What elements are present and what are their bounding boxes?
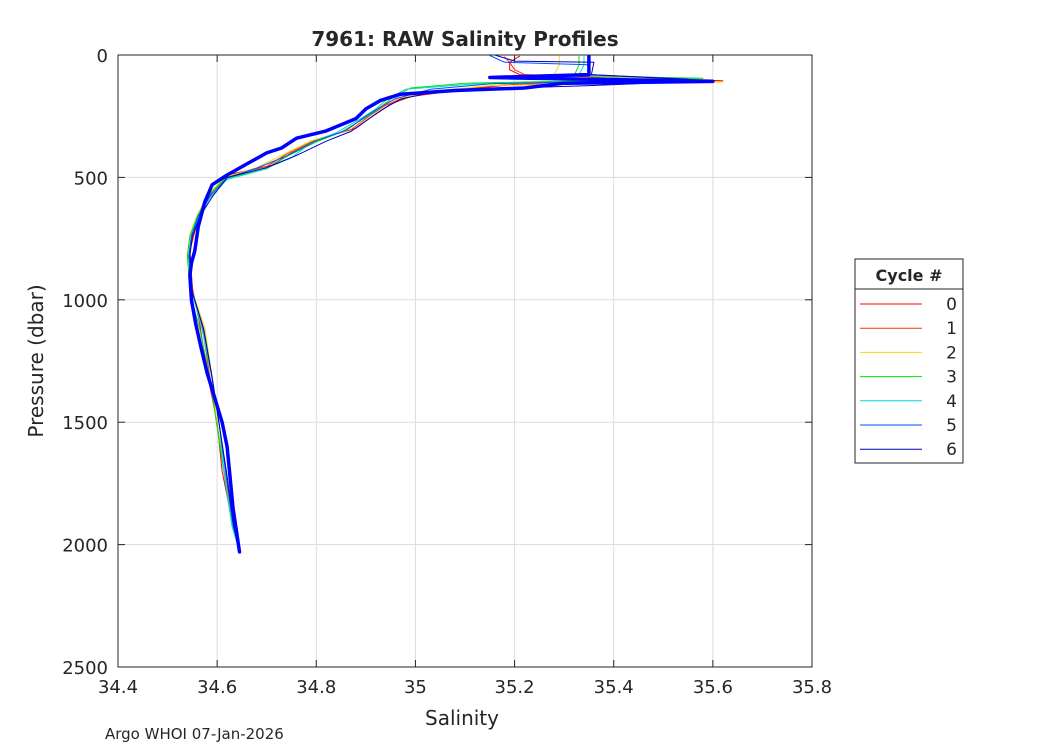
y-tick-label: 500	[74, 168, 108, 189]
y-tick-label: 1000	[62, 291, 108, 312]
legend-entries: 0 1 2 3 4 5 6	[860, 295, 957, 460]
x-tick-label: 35.4	[594, 677, 634, 698]
y-axis-label: Pressure (dbar)	[24, 284, 48, 437]
y-tick-label: 1500	[62, 413, 108, 434]
x-tick-label: 35.2	[495, 677, 535, 698]
x-tick-label: 35.8	[792, 677, 832, 698]
y-tick-label: 0	[97, 46, 108, 67]
x-tick-label: 34.8	[296, 677, 336, 698]
footer-credit: Argo WHOI 07-Jan-2026	[105, 725, 284, 743]
legend-label-cycle-2: 2	[946, 343, 957, 363]
legend: Cycle # 0 1 2 3 4 5 6	[854, 258, 964, 464]
x-tick-label: 34.4	[98, 677, 138, 698]
x-tick-label: 34.6	[197, 677, 237, 698]
chart-title: 7961: RAW Salinity Profiles	[311, 27, 618, 51]
legend-label-cycle-3: 3	[946, 368, 957, 388]
x-axis-ticks: 34.4 34.6 34.8 35 35.2 35.4 35.6 35.8	[98, 55, 832, 698]
y-tick-label: 2000	[62, 536, 108, 557]
x-axis-label: Salinity	[425, 706, 499, 730]
legend-box	[854, 258, 964, 464]
x-tick-label: 35	[404, 677, 427, 698]
y-axis-ticks: 0 500 1000 1500 2000 2500	[62, 46, 812, 679]
y-tick-label: 2500	[62, 658, 108, 679]
legend-label-cycle-1: 1	[946, 319, 957, 339]
plot-area-frame	[117, 54, 813, 668]
x-tick-label: 35.6	[693, 677, 733, 698]
legend-label-cycle-4: 4	[946, 392, 957, 412]
legend-label-cycle-0: 0	[946, 295, 957, 315]
legend-label-cycle-6: 6	[946, 440, 957, 460]
series-layer	[186, 54, 724, 554]
series-line-current-profile	[188, 54, 715, 554]
legend-label-cycle-5: 5	[946, 416, 957, 436]
legend-title: Cycle #	[876, 266, 943, 285]
